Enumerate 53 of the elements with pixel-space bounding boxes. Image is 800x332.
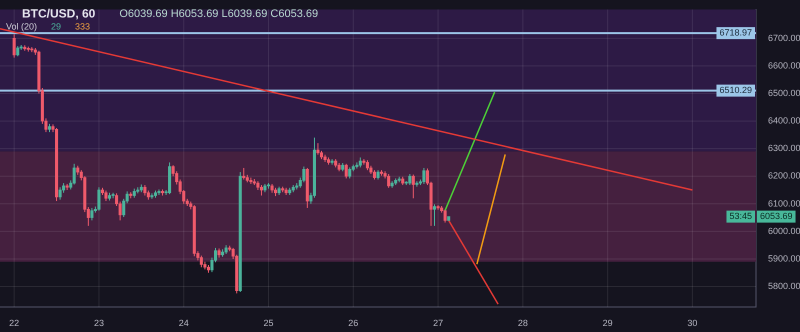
- y-tick-label: 6600.00: [768, 60, 800, 70]
- candlestick: [348, 166, 352, 179]
- x-tick-label: 30: [687, 318, 698, 328]
- chart-title: BTC/USD, 60: [22, 6, 96, 20]
- x-tick-label: 22: [9, 318, 20, 328]
- x-tick-label: 24: [178, 318, 189, 328]
- candlestick: [316, 142, 320, 156]
- candlestick: [104, 190, 108, 202]
- y-tick-label: 6700.00: [768, 32, 800, 43]
- y-tick-label: 6400.00: [768, 116, 800, 126]
- candlestick: [218, 248, 221, 258]
- candlestick: [143, 184, 146, 196]
- y-tick-label: 6500.00: [768, 88, 800, 98]
- ref-line-label: 6718.97: [719, 28, 752, 38]
- candlestick: [132, 188, 136, 198]
- y-tick-label: 6000.00: [768, 226, 800, 236]
- x-tick-label: 29: [602, 318, 613, 328]
- candlestick: [366, 160, 369, 171]
- ref-line-label: 6510.29: [719, 85, 752, 96]
- candlestick: [242, 167, 246, 180]
- candlestick: [90, 207, 94, 221]
- candlestick: [372, 170, 376, 180]
- y-tick-label: 5800.00: [768, 281, 800, 292]
- y-tick-label: 5900.00: [768, 253, 800, 264]
- candlestick: [408, 174, 412, 186]
- candlestick: [387, 174, 390, 188]
- candlestick: [12, 34, 16, 58]
- x-tick-label: 25: [263, 318, 274, 328]
- y-tick-label: 6100.00: [768, 198, 800, 208]
- annotation: O6039.69 H6053.69 L6039.69 C6053.69: [119, 8, 318, 20]
- candlestick: [344, 163, 348, 179]
- candlestick: [432, 204, 436, 226]
- candlestick: [422, 167, 426, 184]
- candlestick: [376, 170, 380, 180]
- candlestick: [412, 174, 415, 199]
- annotation: 333: [75, 21, 90, 32]
- candlestick: [444, 208, 447, 224]
- candlestick: [358, 156, 362, 168]
- annotation: 53:45: [729, 211, 752, 222]
- candlestick: [58, 186, 62, 200]
- candlestick: [260, 184, 263, 196]
- y-tick-label: 6200.00: [768, 170, 800, 181]
- candlestick: [97, 186, 100, 212]
- candlestick: [200, 255, 203, 268]
- x-tick-label: 27: [433, 318, 444, 328]
- x-tick-label: 23: [94, 318, 104, 328]
- text: 6053.69: [760, 211, 793, 222]
- candlestick: [16, 46, 20, 57]
- annotation: 29: [51, 21, 62, 32]
- y-tick-label: 6300.00: [768, 143, 800, 154]
- x-tick-label: 26: [348, 318, 358, 328]
- x-tick-label: 28: [518, 318, 528, 328]
- annotation: Vol (20): [6, 21, 38, 32]
